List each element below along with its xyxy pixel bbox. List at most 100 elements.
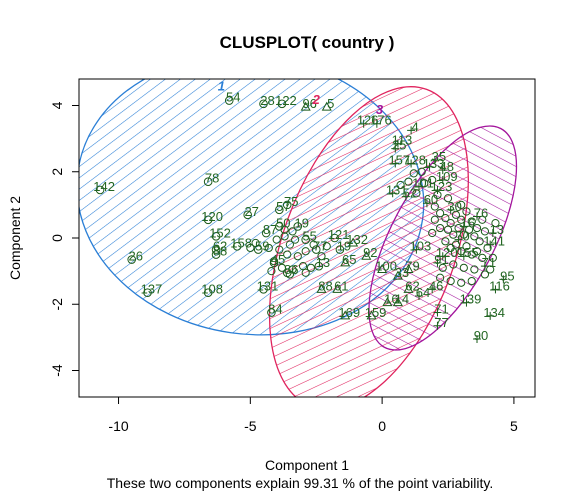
data-point [211,250,221,259]
data-point [480,270,490,279]
data-point [412,245,421,254]
point-label: 158 [230,235,252,250]
data-point [275,245,284,254]
data-point [462,242,471,251]
point-label: 78 [205,171,219,186]
y-tick-label: 4 [49,101,65,109]
point-label: 139 [460,292,482,307]
x-tick-label: 5 [510,418,518,434]
data-point [291,235,300,244]
data-point [488,229,497,238]
point-label: 128 [404,152,426,167]
cluster-3-ellipse [368,125,518,351]
point-label: 54 [226,90,240,105]
data-point [454,223,463,233]
data-point [438,166,447,175]
point-label: 75 [284,194,298,209]
data-point [211,245,221,254]
point-label: 142 [93,179,115,194]
data-point [430,215,439,224]
data-point [211,232,221,241]
dense-points-layer [246,167,500,287]
data-point [428,175,437,185]
data-point [457,200,466,209]
point-label: 133 [423,156,445,171]
data-point [472,223,482,233]
data-point [95,185,105,195]
point-label: 65 [342,252,356,267]
data-point [486,265,495,274]
data-point [282,268,292,278]
point-label: 13 [490,222,504,237]
data-point [311,245,321,254]
point-label: 108 [201,282,223,297]
data-point [403,283,414,293]
data-point [473,335,482,344]
data-point [433,321,442,330]
data-point [436,223,445,233]
point-label: 33 [395,265,409,280]
data-point [486,240,495,249]
data-point [267,267,276,276]
cluster-labels-layer: 1 2 3 [218,79,384,117]
data-point [417,167,426,176]
axes-layer: -10 -5 0 5 -4 -2 0 2 4 [49,101,518,434]
data-point [203,177,213,186]
point-label: 64 [416,285,430,300]
data-point [396,180,405,190]
data-point [446,276,455,286]
point-label: 4 [411,119,418,134]
point-label: 27 [244,204,258,219]
data-point [436,209,445,218]
data-point [473,212,482,221]
data-point [433,308,442,317]
data-point [475,237,484,246]
point-label: 152 [209,225,231,240]
point-label: 155 [457,245,479,260]
data-point [393,139,402,148]
data-point [300,101,311,111]
data-point [377,263,388,273]
point-label: 19 [295,215,309,230]
data-point [467,217,476,226]
data-point [280,232,289,241]
data-point [314,261,324,271]
data-point [436,273,445,282]
data-point [388,189,397,198]
data-point [467,276,476,286]
point-label: 86 [284,262,298,277]
data-point [433,185,442,194]
data-point [359,119,368,128]
point-label: 91 [434,252,448,267]
point-label: 28 [260,93,274,108]
data-point [401,192,410,201]
point-label: 46 [429,278,443,293]
point-label: 25 [392,138,406,153]
data-point [269,258,279,268]
point-label: 121 [328,227,350,242]
data-point [488,253,497,262]
data-point [459,230,468,239]
point-label: 113 [392,133,413,148]
data-point [480,262,489,271]
point-label: 120 [201,209,223,224]
data-point [321,101,332,111]
y-tick-label: -2 [49,298,65,311]
data-point [366,310,377,320]
data-point [415,291,424,300]
data-point [259,99,268,109]
data-point [438,252,447,261]
data-point [288,227,297,236]
data-point [232,241,242,251]
point-label: 71 [434,302,448,317]
data-point [409,169,418,178]
data-point [443,194,453,203]
data-point [462,298,471,307]
data-point [330,233,339,243]
data-point [348,237,359,247]
data-point [277,99,287,109]
point-label: 60 [424,192,438,207]
point-label: 76 [474,205,488,220]
point-label: 70 [455,229,469,244]
